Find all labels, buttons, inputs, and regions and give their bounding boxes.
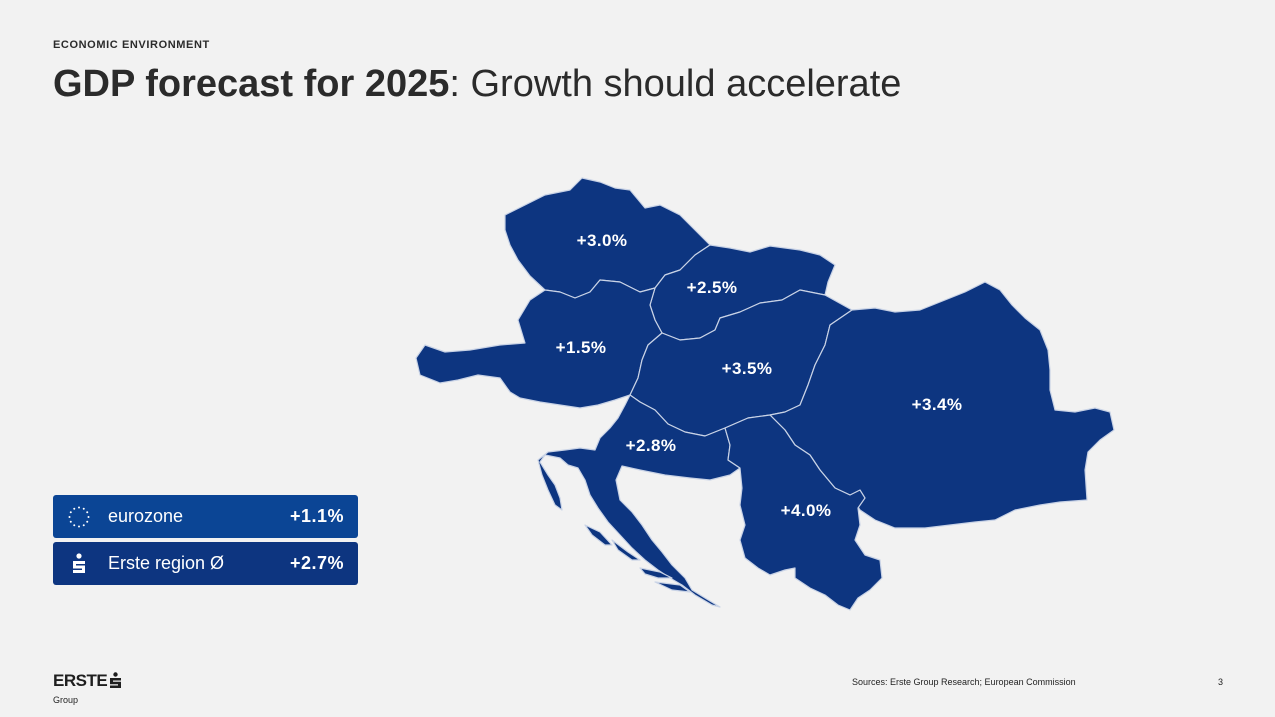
legend-eurozone: eurozone +1.1% bbox=[53, 495, 358, 538]
page-title: GDP forecast for 2025: Growth should acc… bbox=[53, 60, 901, 108]
logo-subtitle: Group bbox=[53, 695, 79, 705]
erste-group-logo: ERSTE Group bbox=[53, 672, 122, 705]
country-shape-rs bbox=[724, 414, 883, 611]
page-number: 3 bbox=[1218, 677, 1224, 687]
erste-s-icon bbox=[66, 551, 92, 577]
page-title-bold: GDP forecast for 2025 bbox=[53, 63, 450, 105]
legend-erste-region: Erste region Ø +2.7% bbox=[53, 542, 358, 585]
legend-eurozone-label: eurozone bbox=[108, 506, 184, 526]
logo-wordmark: ERSTE bbox=[53, 671, 108, 690]
country-shape-at bbox=[415, 279, 663, 409]
map-label-hu: +3.5% bbox=[722, 359, 773, 378]
map-label-ro: +3.4% bbox=[912, 395, 963, 414]
island-shape bbox=[654, 581, 691, 593]
source-note: Sources: Erste Group Research; European … bbox=[852, 677, 1076, 687]
map-label-hr: +2.8% bbox=[626, 436, 677, 455]
island-shape bbox=[611, 539, 641, 561]
page-title-rest: : Growth should accelerate bbox=[449, 63, 902, 105]
section-eyebrow: ECONOMIC ENVIRONMENT bbox=[53, 39, 210, 51]
map-label-sk: +2.5% bbox=[687, 278, 738, 297]
island-shape bbox=[639, 567, 673, 579]
erste-logo-icon bbox=[109, 672, 122, 694]
legend-erste-label: Erste region Ø bbox=[108, 553, 225, 573]
eu-stars-icon bbox=[66, 504, 92, 530]
legend-erste-value: +2.7% bbox=[289, 553, 344, 573]
map-label-at: +1.5% bbox=[556, 338, 607, 357]
legend-eurozone-value: +1.1% bbox=[289, 506, 344, 526]
map-label-rs: +4.0% bbox=[781, 501, 832, 520]
island-shape bbox=[584, 524, 613, 546]
map-label-cz: +3.0% bbox=[577, 231, 628, 250]
